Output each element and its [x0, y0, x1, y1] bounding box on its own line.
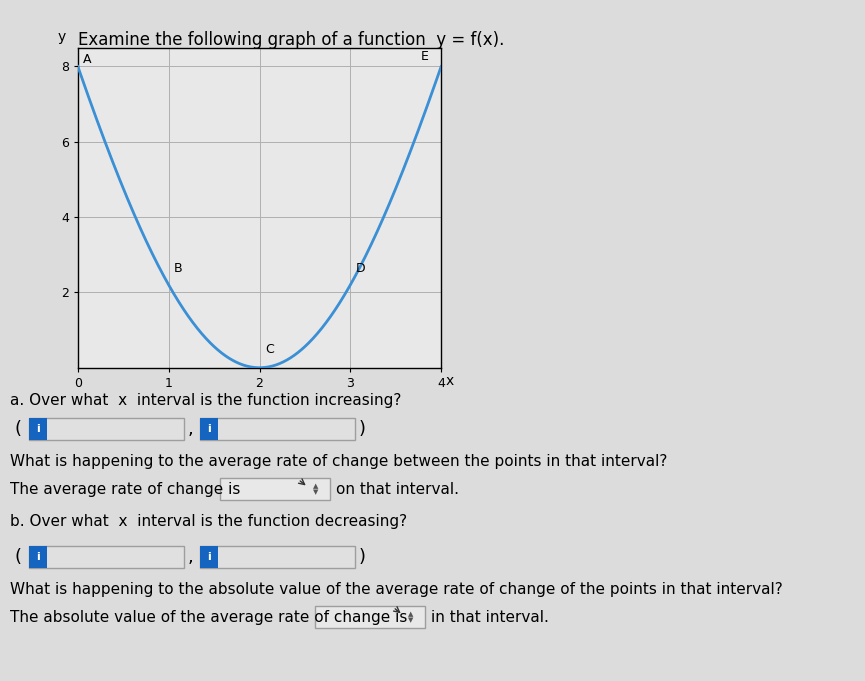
Bar: [200, 546, 218, 568]
Text: B: B: [174, 262, 183, 276]
Text: E: E: [421, 50, 429, 63]
Text: ): ): [359, 548, 366, 566]
Text: in that interval.: in that interval.: [431, 609, 549, 624]
Text: ,: ,: [188, 420, 194, 439]
Bar: [315, 606, 425, 628]
Bar: [29, 546, 47, 568]
Text: The absolute value of the average rate of change is: The absolute value of the average rate o…: [10, 609, 407, 624]
Bar: [200, 418, 355, 441]
Text: ▲: ▲: [408, 611, 413, 617]
Text: i: i: [207, 552, 211, 562]
Text: y: y: [57, 30, 66, 44]
Text: ,: ,: [188, 548, 194, 566]
Bar: [29, 546, 184, 568]
Text: x: x: [445, 374, 454, 388]
Text: The average rate of change is: The average rate of change is: [10, 481, 240, 496]
Text: A: A: [83, 54, 92, 67]
Text: ▲: ▲: [313, 484, 318, 489]
Bar: [200, 546, 355, 568]
Text: C: C: [265, 343, 273, 356]
Text: ▼: ▼: [313, 489, 318, 495]
Text: i: i: [36, 424, 40, 434]
Text: b. Over what  x  interval is the function decreasing?: b. Over what x interval is the function …: [10, 513, 407, 528]
Text: (: (: [15, 420, 22, 439]
Text: What is happening to the absolute value of the average rate of change of the poi: What is happening to the absolute value …: [10, 582, 783, 597]
Bar: [29, 418, 47, 441]
Text: ): ): [359, 420, 366, 439]
Text: ▼: ▼: [408, 617, 413, 623]
Text: (: (: [15, 548, 22, 566]
Text: i: i: [36, 552, 40, 562]
Text: D: D: [356, 262, 365, 276]
Bar: [200, 418, 218, 441]
Bar: [220, 478, 330, 501]
Text: i: i: [207, 424, 211, 434]
Text: a. Over what  x  interval is the function increasing?: a. Over what x interval is the function …: [10, 394, 401, 409]
Bar: [29, 418, 184, 441]
Text: on that interval.: on that interval.: [336, 481, 459, 496]
Text: Examine the following graph of a function  y = f(x).: Examine the following graph of a functio…: [78, 31, 504, 48]
Text: What is happening to the average rate of change between the points in that inter: What is happening to the average rate of…: [10, 454, 668, 469]
